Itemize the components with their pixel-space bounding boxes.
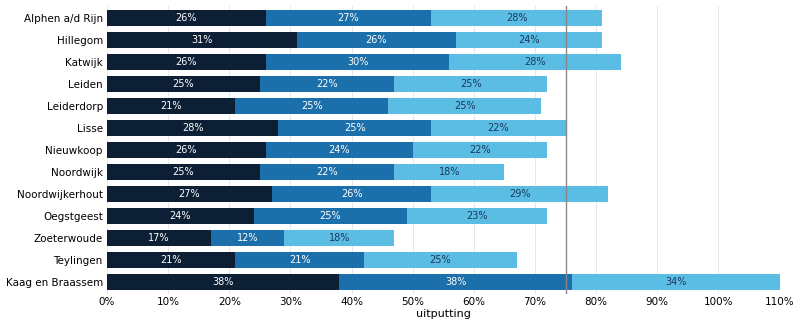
Text: 22%: 22% (469, 145, 491, 155)
Bar (406, 208, 547, 224)
Bar (266, 142, 413, 158)
Text: 22%: 22% (316, 79, 338, 89)
Bar (297, 32, 455, 47)
Text: 26%: 26% (366, 35, 386, 45)
Text: 25%: 25% (430, 255, 451, 265)
Text: 34%: 34% (665, 277, 686, 287)
Bar (107, 252, 235, 268)
Text: 21%: 21% (161, 101, 182, 111)
Text: 25%: 25% (344, 123, 366, 133)
Bar (455, 32, 602, 47)
Bar (388, 98, 541, 114)
Bar (107, 274, 339, 290)
Bar (254, 208, 406, 224)
Text: 28%: 28% (506, 13, 527, 23)
Text: 21%: 21% (289, 255, 310, 265)
Bar (235, 252, 364, 268)
Bar (107, 186, 272, 202)
Text: 28%: 28% (182, 123, 203, 133)
Text: 25%: 25% (173, 79, 194, 89)
Bar (431, 120, 566, 136)
Text: 28%: 28% (524, 57, 546, 67)
Bar (394, 164, 505, 180)
Bar (107, 208, 254, 224)
Text: 25%: 25% (454, 101, 475, 111)
Text: 23%: 23% (466, 211, 488, 221)
Bar (107, 120, 278, 136)
Bar (107, 98, 235, 114)
Text: 27%: 27% (338, 13, 359, 23)
Bar (260, 164, 394, 180)
Bar (107, 142, 266, 158)
Bar (431, 186, 609, 202)
Text: 25%: 25% (173, 167, 194, 177)
Text: 17%: 17% (148, 233, 170, 243)
Bar (266, 54, 450, 70)
Text: 29%: 29% (509, 189, 530, 199)
Text: 26%: 26% (341, 189, 362, 199)
Bar (211, 230, 284, 246)
Text: 18%: 18% (329, 233, 350, 243)
Text: 31%: 31% (191, 35, 213, 45)
Text: 26%: 26% (176, 13, 198, 23)
Bar (260, 76, 394, 92)
Bar (278, 120, 431, 136)
Text: 38%: 38% (213, 277, 234, 287)
Text: 27%: 27% (178, 189, 200, 199)
Bar (107, 164, 260, 180)
Bar (272, 186, 431, 202)
Bar (107, 54, 266, 70)
Text: 25%: 25% (319, 211, 341, 221)
Bar (107, 230, 211, 246)
Text: 21%: 21% (161, 255, 182, 265)
Text: 22%: 22% (487, 123, 509, 133)
Text: 26%: 26% (176, 57, 198, 67)
Text: 38%: 38% (445, 277, 466, 287)
Bar (339, 274, 572, 290)
X-axis label: uitputting: uitputting (416, 309, 470, 319)
Text: 25%: 25% (301, 101, 322, 111)
Text: 30%: 30% (347, 57, 368, 67)
Text: 25%: 25% (460, 79, 482, 89)
Bar (364, 252, 517, 268)
Text: 24%: 24% (170, 211, 191, 221)
Bar (450, 54, 621, 70)
Bar (394, 76, 547, 92)
Text: 12%: 12% (237, 233, 258, 243)
Bar (235, 98, 388, 114)
Text: 22%: 22% (316, 167, 338, 177)
Bar (284, 230, 394, 246)
Text: 24%: 24% (329, 145, 350, 155)
Bar (413, 142, 547, 158)
Text: 26%: 26% (176, 145, 198, 155)
Text: 18%: 18% (438, 167, 460, 177)
Bar (266, 10, 431, 26)
Bar (431, 10, 602, 26)
Bar (107, 32, 297, 47)
Bar (572, 274, 780, 290)
Bar (107, 76, 260, 92)
Text: 24%: 24% (518, 35, 540, 45)
Bar (107, 10, 266, 26)
